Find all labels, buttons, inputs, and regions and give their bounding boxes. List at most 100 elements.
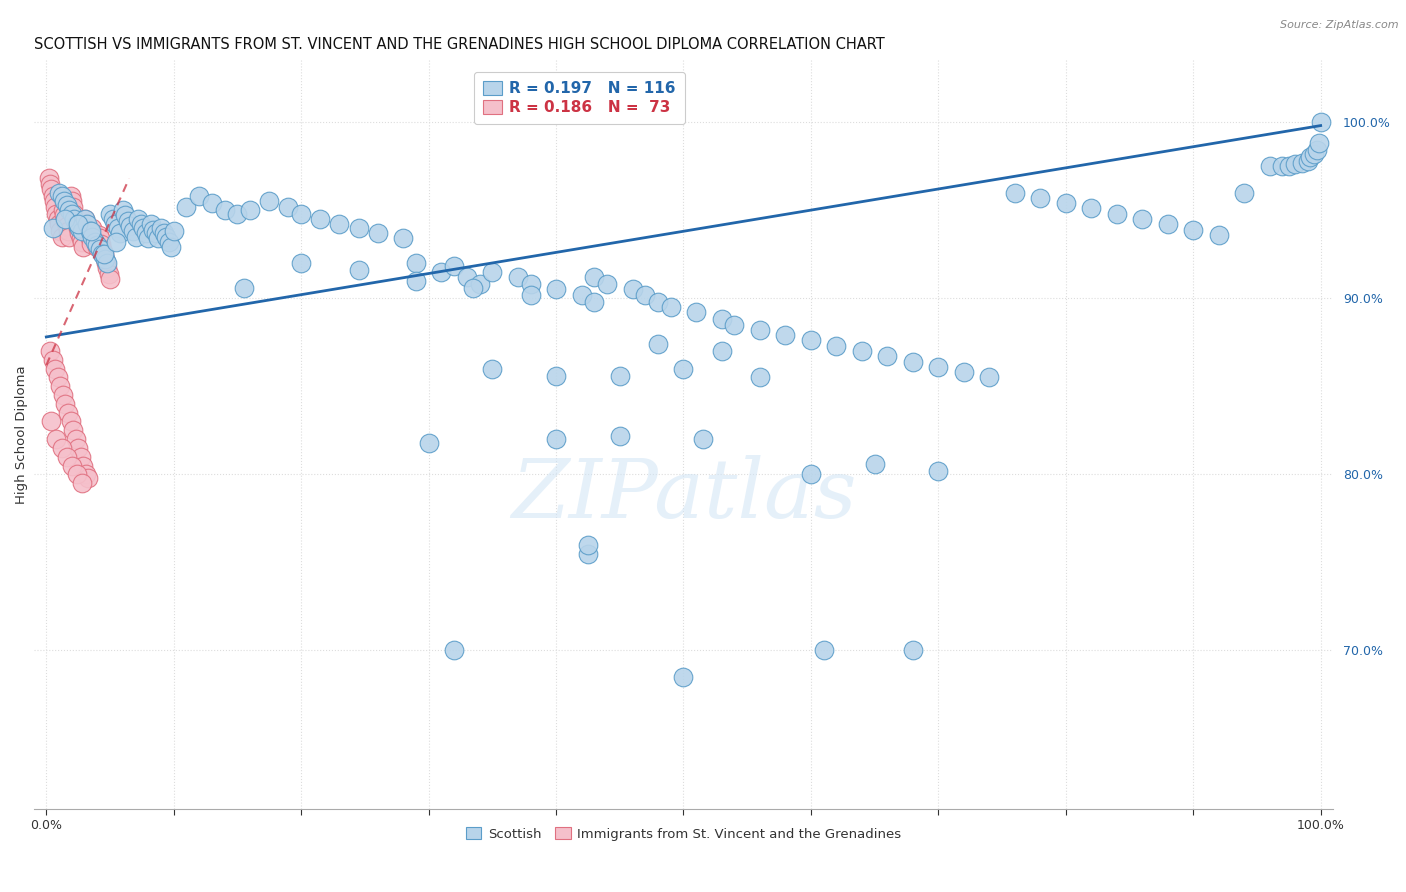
Point <box>70 224 93 238</box>
Point <box>1271 159 1294 173</box>
Point <box>876 349 898 363</box>
Point <box>49 379 72 393</box>
Point <box>70 235 93 249</box>
Point <box>621 282 644 296</box>
Point <box>70 476 93 491</box>
Point <box>813 643 835 657</box>
Point <box>59 189 82 203</box>
Point <box>157 235 180 249</box>
Point <box>53 194 76 209</box>
Point <box>124 229 146 244</box>
Point <box>63 211 86 226</box>
Point <box>77 471 100 485</box>
Point <box>148 231 170 245</box>
Point <box>463 280 485 294</box>
Point <box>239 203 262 218</box>
Point <box>120 219 142 233</box>
Text: Source: ZipAtlas.com: Source: ZipAtlas.com <box>1281 20 1399 29</box>
Point <box>69 450 91 464</box>
Point <box>42 194 65 209</box>
Point <box>367 226 389 240</box>
Point <box>129 217 152 231</box>
Point <box>97 267 120 281</box>
Point <box>481 361 503 376</box>
Point <box>145 226 167 240</box>
Point <box>93 247 115 261</box>
Point <box>443 260 465 274</box>
Point <box>127 211 149 226</box>
Point <box>77 226 100 240</box>
Point <box>609 368 631 383</box>
Point <box>94 252 117 267</box>
Point <box>39 177 62 191</box>
Point <box>927 359 949 374</box>
Point <box>953 365 976 379</box>
Point <box>41 182 63 196</box>
Point <box>60 194 83 209</box>
Point <box>55 213 77 227</box>
Point <box>347 263 370 277</box>
Point <box>65 211 87 226</box>
Point <box>69 231 91 245</box>
Point <box>83 235 105 249</box>
Point <box>825 339 848 353</box>
Point <box>710 312 733 326</box>
Point <box>1284 157 1306 171</box>
Point <box>89 242 111 256</box>
Point <box>98 207 121 221</box>
Point <box>851 344 873 359</box>
Point <box>201 196 224 211</box>
Point <box>979 370 1001 384</box>
Point <box>583 270 606 285</box>
Point <box>60 458 83 473</box>
Point <box>519 287 541 301</box>
Point <box>1299 150 1322 164</box>
Point <box>65 432 87 446</box>
Legend: R = 0.197   N = 116, R = 0.186   N =  73: R = 0.197 N = 116, R = 0.186 N = 73 <box>474 71 685 124</box>
Point <box>544 432 567 446</box>
Point <box>91 242 114 256</box>
Point <box>160 240 183 254</box>
Point <box>58 229 80 244</box>
Point <box>405 256 427 270</box>
Point <box>863 457 886 471</box>
Point <box>519 277 541 292</box>
Point <box>72 240 94 254</box>
Point <box>55 211 77 226</box>
Point <box>800 467 823 482</box>
Point <box>122 224 145 238</box>
Point <box>63 207 86 221</box>
Point <box>430 265 453 279</box>
Point <box>152 226 174 240</box>
Point <box>44 200 66 214</box>
Point <box>67 217 90 231</box>
Point <box>418 435 440 450</box>
Point <box>66 217 89 231</box>
Point <box>66 217 89 231</box>
Point <box>290 256 312 270</box>
Point <box>1130 211 1153 226</box>
Point <box>86 238 108 252</box>
Point <box>571 287 593 301</box>
Point <box>1029 191 1052 205</box>
Point <box>96 261 118 276</box>
Point <box>41 415 63 429</box>
Point <box>1233 186 1256 200</box>
Point <box>82 226 104 240</box>
Point <box>468 277 491 292</box>
Point <box>214 203 236 218</box>
Point <box>39 344 62 359</box>
Point <box>94 252 117 267</box>
Point <box>84 235 107 249</box>
Point <box>60 207 83 221</box>
Point <box>1278 159 1301 173</box>
Point <box>685 305 707 319</box>
Point <box>80 236 103 251</box>
Point <box>75 217 97 231</box>
Point <box>117 213 139 227</box>
Point <box>748 370 770 384</box>
Point <box>79 224 101 238</box>
Point <box>52 203 75 218</box>
Point <box>1054 196 1077 211</box>
Point <box>67 220 90 235</box>
